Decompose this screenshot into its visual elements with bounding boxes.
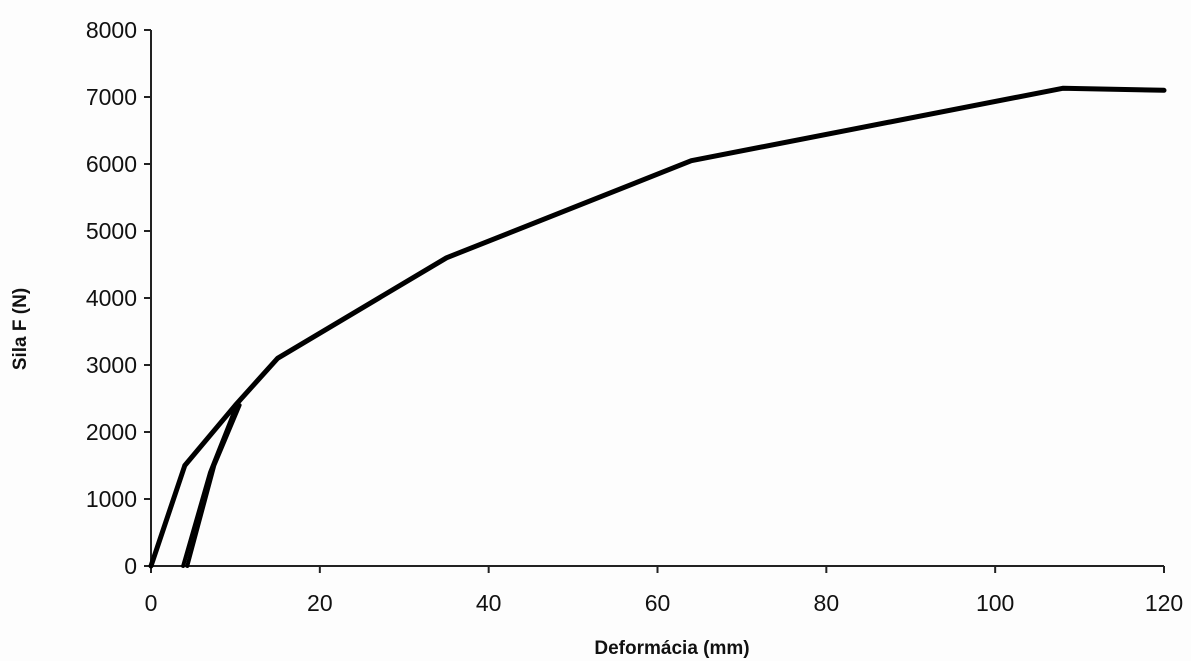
y-tick-label: 5000 <box>86 218 137 244</box>
tick-labels: 0 1000 2000 3000 4000 5000 6000 7000 8000 0 20 40 60… <box>86 17 1183 616</box>
series-line <box>185 403 242 568</box>
series-line <box>148 85 1167 569</box>
y-axis-title: Sila F (N) <box>10 288 31 370</box>
axes <box>144 29 1165 573</box>
y-tick-label: 4000 <box>86 285 137 311</box>
x-tick-label: 60 <box>645 590 671 616</box>
x-axis-title: Deformácia (mm) <box>594 638 749 659</box>
y-tick-label: 2000 <box>86 419 137 445</box>
y-tick-label: 7000 <box>86 84 137 110</box>
x-tick-label: 120 <box>1145 590 1183 616</box>
series-group <box>148 85 1167 569</box>
x-tick-label: 80 <box>814 590 840 616</box>
series-line <box>181 406 238 568</box>
y-tick-label: 0 <box>124 553 137 579</box>
x-tick-label: 20 <box>307 590 333 616</box>
x-tick-label: 100 <box>976 590 1014 616</box>
y-tick-label: 6000 <box>86 151 137 177</box>
x-tick-label: 0 <box>145 590 158 616</box>
y-tick-label: 8000 <box>86 17 137 43</box>
y-tick-label: 3000 <box>86 352 137 378</box>
y-tick-label: 1000 <box>86 486 137 512</box>
x-tick-label: 40 <box>476 590 502 616</box>
